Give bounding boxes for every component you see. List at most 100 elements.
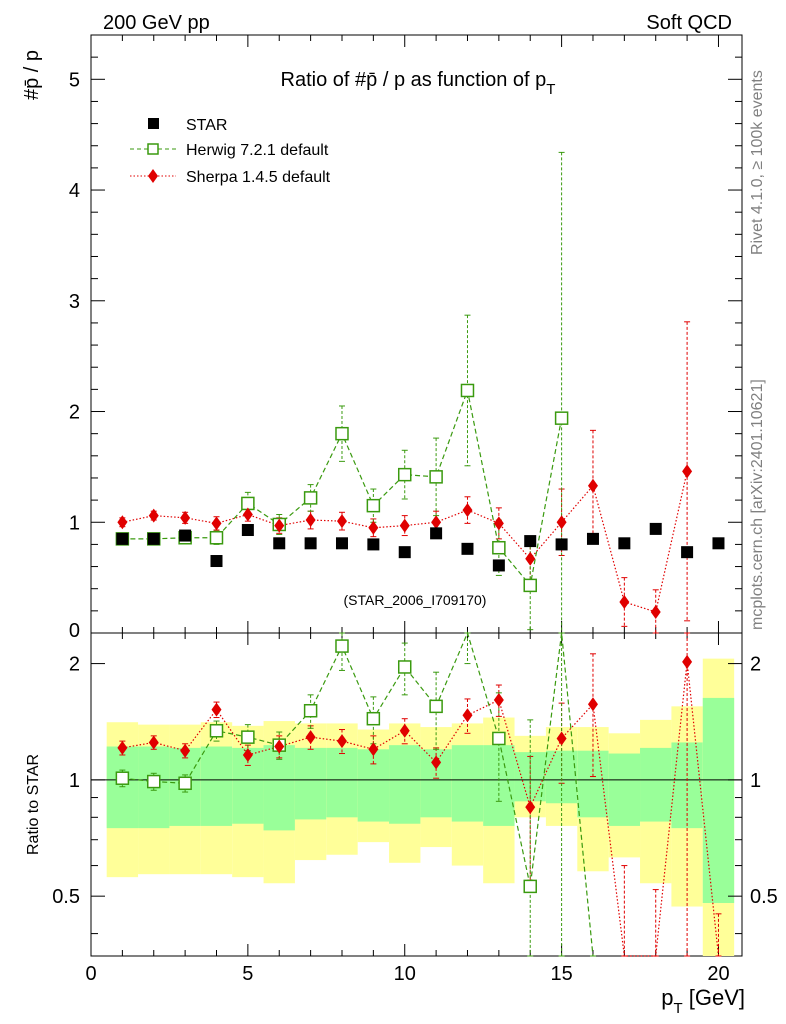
y-tick-label: 3 — [69, 291, 80, 313]
ratio-tick-label-left: 0.5 — [52, 886, 80, 908]
stat-uncertainty-band — [608, 753, 641, 826]
herwig-ratio-point — [115, 771, 130, 785]
star-point — [179, 529, 192, 542]
herwig-ratio-point — [523, 879, 537, 894]
legend-label-star: STAR — [186, 117, 227, 134]
rivet-label: Rivet 4.1.0, ≥ 100k events — [749, 70, 766, 255]
sherpa-point — [431, 515, 442, 530]
stat-uncertainty-band — [640, 747, 672, 822]
legend-label-herwig: Herwig 7.2.1 default — [186, 142, 329, 159]
star-point — [618, 537, 631, 550]
legend-marker-herwig — [147, 143, 159, 155]
herwig-ratio-point — [492, 731, 506, 746]
stat-uncertainty-band — [389, 745, 421, 824]
star-point — [273, 537, 286, 550]
herwig-point — [303, 491, 318, 505]
sherpa-ratio-point — [399, 723, 410, 738]
sherpa-point — [117, 515, 128, 530]
sherpa-point — [556, 515, 567, 530]
sherpa-point — [274, 518, 285, 533]
sherpa-ratio-point — [117, 740, 128, 755]
herwig-ratio-point — [209, 724, 224, 738]
x-tick-label: 5 — [242, 963, 253, 985]
herwig-point — [366, 498, 381, 513]
star-point — [461, 542, 474, 555]
x-axis-label: pT [GeV] — [661, 985, 745, 1017]
sherpa-ratio-point — [493, 692, 504, 707]
sherpa-point — [399, 518, 410, 533]
sherpa-point — [211, 516, 222, 531]
herwig-point — [429, 470, 443, 484]
sherpa-point — [336, 514, 347, 529]
sherpa-ratio-point — [462, 708, 473, 723]
header-left: 200 GeV pp — [103, 12, 210, 34]
herwig-ratio-point — [178, 776, 192, 791]
sherpa-point — [462, 503, 473, 518]
y-tick-label-zero: 0 — [69, 620, 80, 642]
herwig-ratio-point — [303, 703, 318, 718]
ratio-tick-label-left: 1 — [69, 770, 80, 792]
star-point — [524, 535, 537, 548]
ratio-series — [115, 631, 722, 957]
sherpa-point — [619, 594, 630, 609]
star-point — [649, 522, 662, 535]
stat-uncertainty-band — [106, 746, 139, 829]
sherpa-ratio-line — [122, 661, 720, 957]
stat-uncertainty-band — [294, 747, 327, 820]
ratio-axis-label: Ratio to STAR — [25, 754, 42, 855]
herwig-ratio-line — [122, 631, 594, 957]
star-point — [116, 532, 129, 545]
star-point — [586, 532, 599, 545]
star-point — [210, 555, 223, 568]
analysis-watermark: (STAR_2006_I709170) — [344, 592, 487, 608]
main-series — [115, 151, 725, 634]
star-point — [335, 537, 348, 550]
stat-uncertainty-band — [200, 746, 233, 826]
herwig-ratio-point — [429, 699, 443, 714]
y-tick-label: 2 — [69, 402, 80, 424]
stat-uncertainty-band — [451, 745, 484, 822]
star-point — [712, 537, 725, 550]
sherpa-ratio-point — [305, 730, 316, 745]
herwig-point — [523, 578, 537, 593]
y-axis-label: #p̄ / p — [21, 50, 43, 100]
star-point — [430, 527, 443, 540]
ratio-tick-label-right: 1 — [750, 770, 761, 792]
sherpa-ratio-point — [336, 734, 347, 749]
sherpa-point — [368, 520, 379, 535]
stat-uncertainty-band — [326, 747, 358, 818]
x-tick-label: 10 — [394, 963, 416, 985]
sherpa-point — [305, 513, 316, 528]
sherpa-point — [587, 478, 598, 493]
legend-label-sherpa: Sherpa 1.4.5 default — [186, 169, 331, 186]
herwig-point — [554, 411, 569, 425]
y-tick-label: 5 — [69, 69, 80, 91]
sherpa-ratio-point — [274, 739, 285, 754]
star-point — [241, 524, 254, 537]
star-point — [555, 538, 568, 551]
legend-marker-sherpa — [148, 169, 158, 183]
y-tick-label: 4 — [69, 180, 80, 202]
legend-marker-star — [148, 118, 159, 129]
herwig-point — [335, 426, 349, 441]
sherpa-point — [525, 551, 536, 566]
sherpa-point — [682, 464, 693, 479]
ratio-plot-frame — [90, 632, 743, 957]
sherpa-ratio-point — [148, 735, 159, 750]
mcplots-label: mcplots.cern.ch [arXiv:2401.10621] — [749, 379, 766, 630]
herwig-ratio-point — [241, 730, 255, 744]
herwig-ratio-point — [366, 711, 381, 726]
star-point — [367, 538, 380, 551]
ratio-tick-label-right: 2 — [750, 654, 761, 676]
y-tick-label: 1 — [69, 512, 80, 534]
herwig-point — [460, 383, 475, 398]
chart-title: Ratio of #p̄ / p as function of pT — [281, 69, 556, 98]
sherpa-ratio-point — [525, 800, 536, 815]
legend: STAR Herwig 7.2.1 default Sherpa 1.4.5 d… — [130, 117, 331, 186]
sherpa-ratio-point — [587, 697, 598, 712]
sherpa-point — [493, 516, 504, 531]
herwig-point — [209, 531, 224, 545]
herwig-point — [397, 467, 412, 482]
herwig-ratio-point — [146, 774, 161, 789]
